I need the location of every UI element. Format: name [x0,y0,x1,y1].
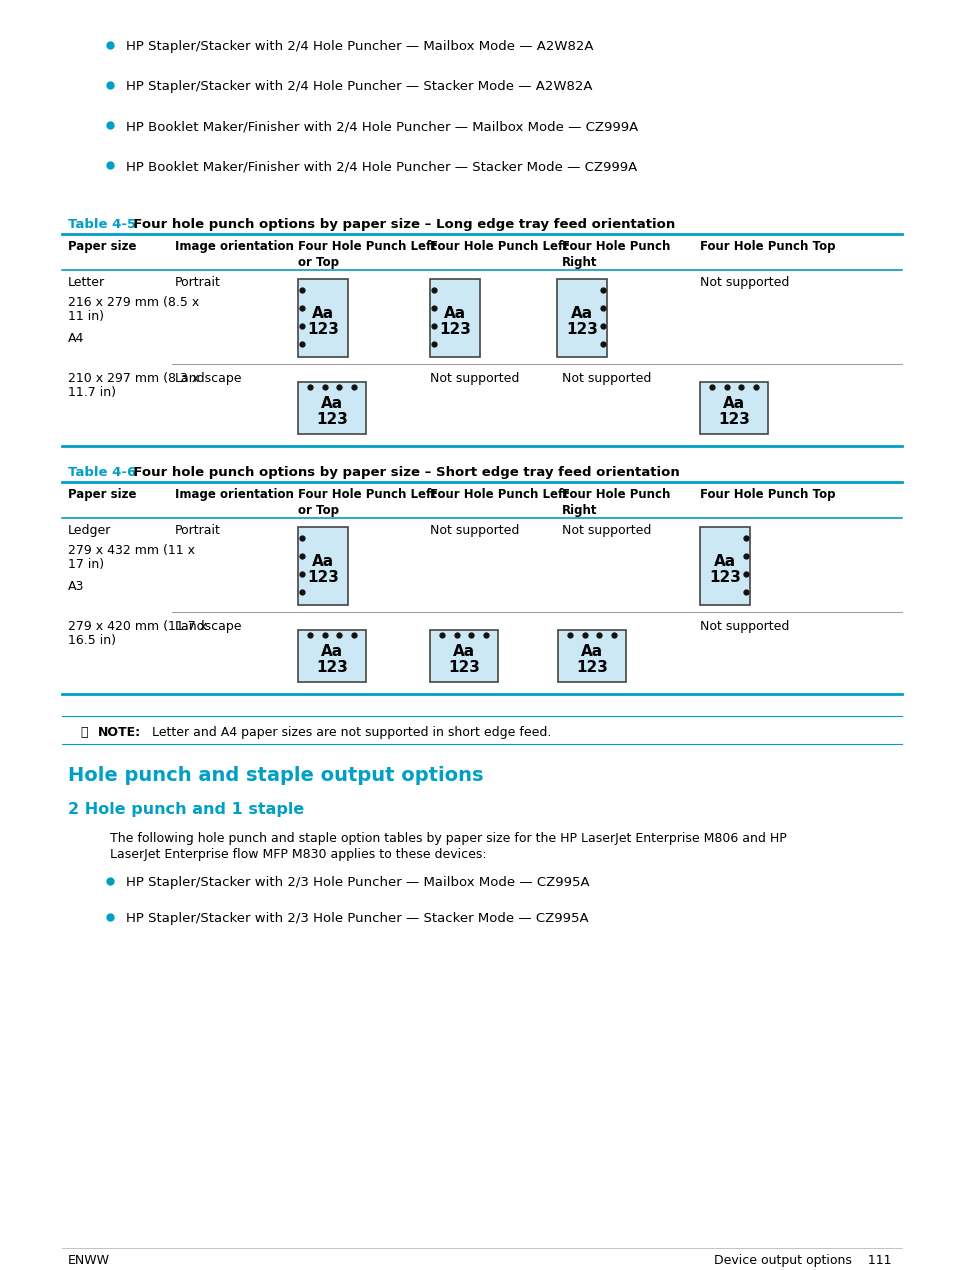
Text: Portrait: Portrait [174,525,221,537]
Text: HP Stapler/Stacker with 2/3 Hole Puncher — Mailbox Mode — CZ995A: HP Stapler/Stacker with 2/3 Hole Puncher… [126,876,589,889]
Text: 123: 123 [438,321,471,337]
FancyBboxPatch shape [297,279,348,357]
Text: Table 4-6: Table 4-6 [68,466,136,479]
Text: Aa: Aa [320,644,343,659]
Text: Not supported: Not supported [430,372,518,385]
Text: 279 x 432 mm (11 x: 279 x 432 mm (11 x [68,544,194,558]
FancyBboxPatch shape [558,630,625,682]
Text: Aa: Aa [312,554,334,569]
Text: Portrait: Portrait [174,276,221,290]
Text: 123: 123 [448,659,479,674]
Text: Aa: Aa [713,554,736,569]
Text: Paper size: Paper size [68,240,136,253]
Text: Four Hole Punch
Right: Four Hole Punch Right [561,240,670,269]
Text: Four Hole Punch Top: Four Hole Punch Top [700,240,835,253]
Text: Four hole punch options by paper size – Short edge tray feed orientation: Four hole punch options by paper size – … [124,466,679,479]
Text: Landscape: Landscape [174,620,242,632]
Text: HP Booklet Maker/Finisher with 2/4 Hole Puncher — Mailbox Mode — CZ999A: HP Booklet Maker/Finisher with 2/4 Hole … [126,119,638,133]
Text: Not supported: Not supported [430,525,518,537]
Text: Letter and A4 paper sizes are not supported in short edge feed.: Letter and A4 paper sizes are not suppor… [152,726,551,739]
Text: 123: 123 [576,659,607,674]
Text: A3: A3 [68,580,84,593]
Text: Not supported: Not supported [561,372,651,385]
Text: 2 Hole punch and 1 staple: 2 Hole punch and 1 staple [68,801,304,817]
FancyBboxPatch shape [297,527,348,605]
Text: NOTE:: NOTE: [98,726,141,739]
Text: HP Stapler/Stacker with 2/4 Hole Puncher — Mailbox Mode — A2W82A: HP Stapler/Stacker with 2/4 Hole Puncher… [126,39,593,53]
Text: Four hole punch options by paper size – Long edge tray feed orientation: Four hole punch options by paper size – … [124,218,675,231]
Text: Aa: Aa [580,644,602,659]
Text: 17 in): 17 in) [68,558,104,572]
Text: Four Hole Punch
Right: Four Hole Punch Right [561,488,670,517]
Text: 🖹: 🖹 [80,726,88,739]
Text: Aa: Aa [320,395,343,410]
Text: 11 in): 11 in) [68,310,104,323]
Text: 11.7 in): 11.7 in) [68,386,116,399]
Text: HP Stapler/Stacker with 2/4 Hole Puncher — Stacker Mode — A2W82A: HP Stapler/Stacker with 2/4 Hole Puncher… [126,80,592,93]
Text: Hole punch and staple output options: Hole punch and staple output options [68,766,483,785]
FancyBboxPatch shape [557,279,606,357]
Text: Landscape: Landscape [174,372,242,385]
Text: Image orientation: Image orientation [174,240,294,253]
Text: Aa: Aa [453,644,475,659]
FancyBboxPatch shape [430,630,497,682]
Text: Four Hole Punch Left
or Top: Four Hole Punch Left or Top [297,488,436,517]
Text: Not supported: Not supported [700,276,788,290]
Text: A4: A4 [68,331,84,345]
Text: Not supported: Not supported [561,525,651,537]
Text: Letter: Letter [68,276,105,290]
Text: 123: 123 [708,569,740,584]
Text: HP Stapler/Stacker with 2/3 Hole Puncher — Stacker Mode — CZ995A: HP Stapler/Stacker with 2/3 Hole Puncher… [126,912,588,925]
Text: Paper size: Paper size [68,488,136,500]
FancyBboxPatch shape [297,630,366,682]
Text: LaserJet Enterprise flow MFP M830 applies to these devices:: LaserJet Enterprise flow MFP M830 applie… [110,848,486,861]
Text: Aa: Aa [312,306,334,320]
Text: ENWW: ENWW [68,1253,110,1267]
Text: 279 x 420 mm (11.7 x: 279 x 420 mm (11.7 x [68,620,207,632]
FancyBboxPatch shape [700,527,749,605]
Text: Aa: Aa [570,306,593,320]
Text: 123: 123 [565,321,598,337]
Text: The following hole punch and staple option tables by paper size for the HP Laser: The following hole punch and staple opti… [110,832,786,845]
FancyBboxPatch shape [297,382,366,434]
Text: 123: 123 [307,569,338,584]
Text: Four Hole Punch Left: Four Hole Punch Left [430,488,568,500]
Text: HP Booklet Maker/Finisher with 2/4 Hole Puncher — Stacker Mode — CZ999A: HP Booklet Maker/Finisher with 2/4 Hole … [126,160,637,173]
Text: 216 x 279 mm (8.5 x: 216 x 279 mm (8.5 x [68,296,199,309]
FancyBboxPatch shape [700,382,767,434]
Text: Four Hole Punch Left
or Top: Four Hole Punch Left or Top [297,240,436,269]
Text: Aa: Aa [722,395,744,410]
Text: 16.5 in): 16.5 in) [68,634,116,646]
Text: 123: 123 [315,411,348,427]
Text: 123: 123 [718,411,749,427]
Text: Aa: Aa [443,306,466,320]
Text: Not supported: Not supported [700,620,788,632]
Text: Ledger: Ledger [68,525,112,537]
Text: 123: 123 [315,659,348,674]
Text: 210 x 297 mm (8.3 x: 210 x 297 mm (8.3 x [68,372,199,385]
Text: Four Hole Punch Left: Four Hole Punch Left [430,240,568,253]
FancyBboxPatch shape [430,279,479,357]
Text: Four Hole Punch Top: Four Hole Punch Top [700,488,835,500]
Text: Device output options    111: Device output options 111 [714,1253,891,1267]
Text: 123: 123 [307,321,338,337]
Text: Image orientation: Image orientation [174,488,294,500]
Text: Table 4-5: Table 4-5 [68,218,136,231]
